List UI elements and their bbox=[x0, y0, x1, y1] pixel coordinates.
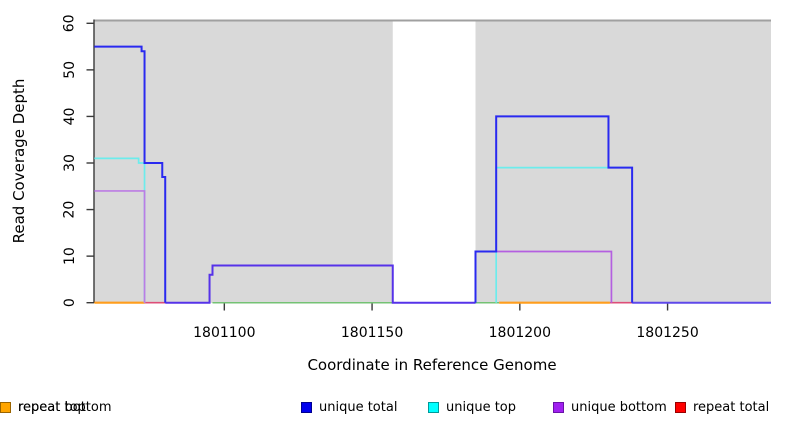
legend-item-repeat-bottom: repeat bottom bbox=[0, 400, 112, 415]
y-tick-label: 10 bbox=[62, 247, 78, 265]
legend-item-unique-total: unique total bbox=[301, 400, 397, 415]
series-segment-blue-left bbox=[94, 45, 167, 303]
legend-item-unique-bottom: unique bottom bbox=[553, 400, 667, 415]
y-tick-label: 30 bbox=[62, 154, 78, 172]
x-tick-label: 1801250 bbox=[636, 325, 698, 341]
series-segment-blue-right bbox=[474, 115, 634, 303]
legend-label: repeat total bbox=[693, 400, 770, 415]
x-tick-label: 1801200 bbox=[489, 325, 551, 341]
y-tick-label: 20 bbox=[62, 201, 78, 219]
repeat-total-swatch-icon bbox=[675, 402, 686, 413]
legend-label: unique bottom bbox=[571, 400, 667, 415]
unique-total-swatch-icon bbox=[301, 402, 312, 413]
series-segment-purple-right bbox=[475, 250, 613, 303]
y-tick-label: 40 bbox=[62, 108, 78, 126]
legend-label: repeat bottom bbox=[18, 400, 112, 415]
x-tick-label: 1801100 bbox=[193, 325, 255, 341]
x-axis-title: Coordinate in Reference Genome bbox=[307, 356, 557, 374]
shaded-region bbox=[475, 21, 771, 303]
y-axis-title: Read Coverage Depth bbox=[10, 78, 28, 244]
repeat-bottom-swatch-icon bbox=[0, 402, 11, 413]
legend-item-repeat-total: repeat total bbox=[675, 400, 769, 415]
y-tick-label: 60 bbox=[62, 14, 78, 32]
legend-label: unique total bbox=[319, 400, 398, 415]
series-segment-purple-left bbox=[94, 190, 146, 303]
series-segment-violet-mid bbox=[165, 264, 476, 304]
y-tick-label: 0 bbox=[62, 298, 78, 307]
legend-label: unique top bbox=[446, 400, 517, 415]
unique-bottom-swatch-icon bbox=[553, 402, 564, 413]
legend-label: repeat top bbox=[18, 400, 86, 415]
legend-item-unique-top: unique top bbox=[428, 400, 516, 415]
unique-top-swatch-icon bbox=[428, 402, 439, 413]
x-tick-label: 1801150 bbox=[341, 325, 403, 341]
y-tick-label: 50 bbox=[62, 61, 78, 79]
